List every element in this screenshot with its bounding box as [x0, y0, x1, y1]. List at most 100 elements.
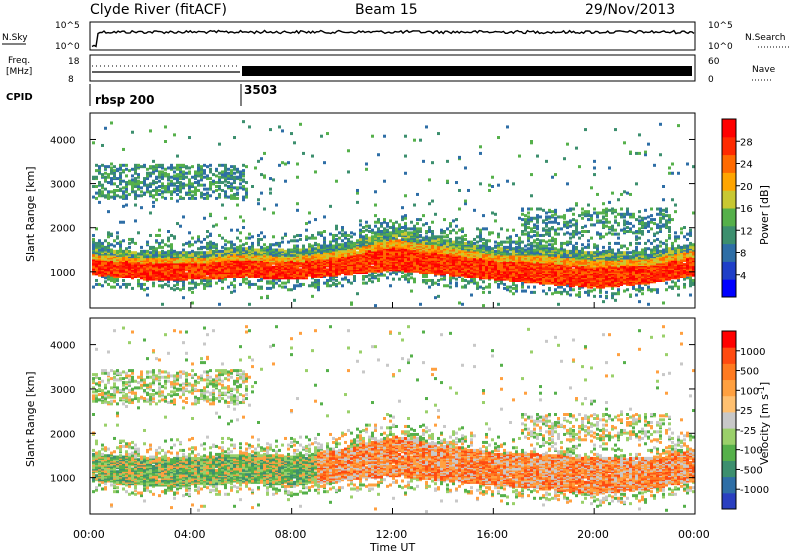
data-cell: [509, 256, 512, 260]
data-cell: [212, 257, 215, 261]
data-cell: [101, 163, 104, 167]
data-cell: [329, 240, 332, 244]
data-cell: [368, 230, 371, 233]
data-cell: [281, 281, 284, 285]
data-cell: [419, 233, 422, 237]
data-cell: [413, 203, 416, 207]
data-cell: [323, 281, 326, 285]
data-cell: [305, 222, 308, 226]
data-cell: [221, 249, 224, 253]
data-cell: [473, 277, 476, 281]
data-cell: [170, 166, 173, 170]
data-cell: [341, 249, 344, 253]
data-cell: [131, 237, 134, 241]
data-cell: [143, 177, 146, 181]
data-cell: [539, 257, 542, 261]
data-cell: [176, 222, 179, 226]
data-cell: [548, 232, 551, 236]
freq-tick-top: 18: [68, 57, 80, 67]
data-cell: [323, 243, 326, 247]
data-cell: [329, 249, 332, 253]
data-cell: [140, 186, 143, 190]
data-cell: [107, 271, 110, 275]
data-cell: [185, 272, 188, 276]
data-cell: [209, 245, 212, 249]
data-cell: [440, 261, 443, 265]
data-cell: [344, 249, 347, 253]
data-cell: [476, 267, 479, 271]
data-cell: [536, 237, 539, 241]
data-cell: [383, 253, 386, 257]
data-cell: [551, 236, 554, 240]
data-cell: [191, 264, 194, 268]
data-cell: [203, 216, 206, 220]
data-cell: [125, 260, 128, 264]
data-cell: [344, 241, 347, 245]
data-cell: [236, 245, 239, 249]
data-cell: [128, 241, 131, 245]
data-cell: [443, 235, 446, 239]
data-cell: [221, 163, 224, 167]
data-cell: [440, 247, 443, 251]
data-cell: [398, 233, 401, 237]
data-cell: [251, 185, 254, 188]
data-cell: [206, 241, 209, 245]
data-cell: [170, 175, 173, 179]
data-cell: [122, 220, 125, 224]
data-cell: [362, 226, 365, 230]
data-cell: [317, 255, 320, 259]
data-cell: [110, 171, 113, 175]
data-cell: [344, 236, 347, 240]
data-cell: [227, 285, 230, 289]
data-cell: [317, 288, 320, 292]
data-cell: [248, 280, 251, 284]
data-cell: [215, 243, 218, 247]
data-cell: [233, 253, 236, 257]
nave-tick-bottom: 0: [708, 75, 714, 85]
data-cell: [206, 244, 209, 248]
data-cell: [179, 188, 182, 192]
data-cell: [353, 277, 356, 281]
data-cell: [485, 241, 488, 245]
data-cell: [341, 243, 344, 247]
data-cell: [449, 255, 452, 259]
data-cell: [287, 240, 290, 244]
data-cell: [488, 290, 491, 294]
data-cell: [104, 194, 107, 198]
data-cell: [125, 181, 128, 185]
data-cell: [323, 161, 326, 165]
data-cell: [236, 203, 239, 207]
data-cell: [383, 179, 386, 183]
data-cell: [356, 264, 359, 268]
data-cell: [521, 218, 524, 222]
data-cell: [449, 278, 452, 282]
data-cell: [326, 272, 329, 276]
data-cell: [329, 243, 332, 247]
data-cell: [431, 161, 434, 165]
data-cell: [290, 260, 293, 264]
data-cell: [209, 275, 212, 278]
data-cell: [284, 281, 287, 285]
data-cell: [116, 167, 119, 171]
data-cell: [530, 207, 533, 211]
data-cell: [239, 239, 242, 243]
data-cell: [485, 227, 488, 231]
data-cell: [92, 175, 95, 179]
data-cell: [215, 181, 218, 185]
data-cell: [476, 251, 479, 255]
data-cell: [404, 268, 407, 272]
data-cell: [392, 247, 395, 251]
data-cell: [209, 243, 212, 247]
data-cell: [491, 231, 494, 235]
data-cell: [122, 239, 125, 243]
data-cell: [92, 285, 95, 289]
data-cell: [512, 251, 515, 255]
data-cell: [398, 239, 401, 243]
data-cell: [173, 288, 176, 292]
data-cell: [431, 230, 434, 233]
data-cell: [365, 275, 368, 278]
data-cell: [212, 224, 215, 228]
data-cell: [506, 273, 509, 277]
data-cell: [338, 281, 341, 285]
data-cell: [413, 224, 416, 228]
